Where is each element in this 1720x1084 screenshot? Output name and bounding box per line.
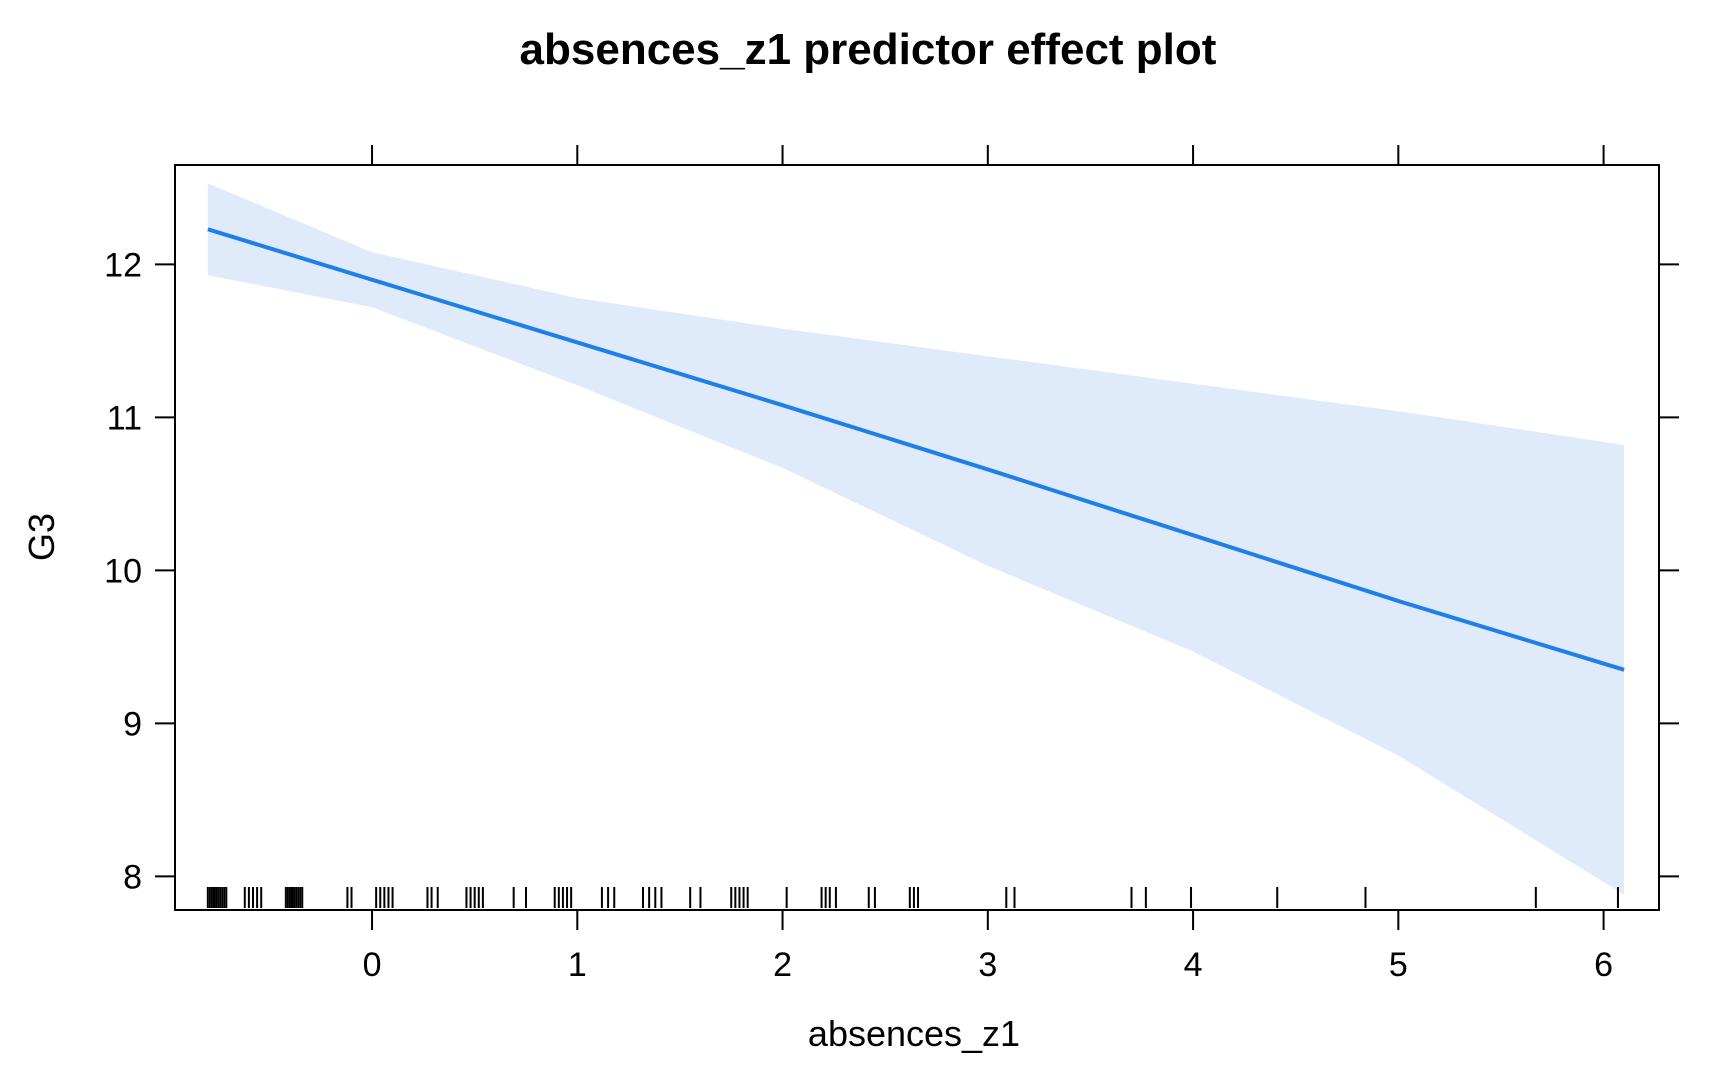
x-tick-label: 1: [568, 946, 587, 984]
confidence-band: [207, 183, 1625, 895]
chart-title: absences_z1 predictor effect plot: [520, 25, 1217, 74]
y-axis-label: G3: [21, 513, 62, 561]
x-axis-label: absences_z1: [808, 1013, 1020, 1054]
effect-line-layer: [207, 227, 1625, 672]
y-tick-label: 10: [104, 552, 142, 590]
x-tick-label: 3: [978, 946, 997, 984]
x-tick-label: 4: [1184, 946, 1203, 984]
confidence-band-layer: [207, 183, 1625, 895]
y-axis-ticks: 8 9 10 11 12: [104, 246, 1679, 896]
y-tick-label: 12: [104, 246, 142, 284]
x-tick-label: 0: [363, 946, 382, 984]
x-tick-label: 2: [773, 946, 792, 984]
y-tick-label: 11: [107, 399, 142, 437]
effect-line: [207, 227, 1625, 672]
x-tick-label: 5: [1389, 946, 1408, 984]
y-tick-label: 9: [123, 705, 142, 743]
y-tick-label: 8: [123, 858, 142, 896]
x-axis-ticks: 0 1 2 3 4 5 6: [363, 145, 1613, 984]
plot-frame: [174, 164, 1660, 911]
rug-layer: [206, 887, 1619, 908]
x-tick-label: 6: [1594, 946, 1613, 984]
